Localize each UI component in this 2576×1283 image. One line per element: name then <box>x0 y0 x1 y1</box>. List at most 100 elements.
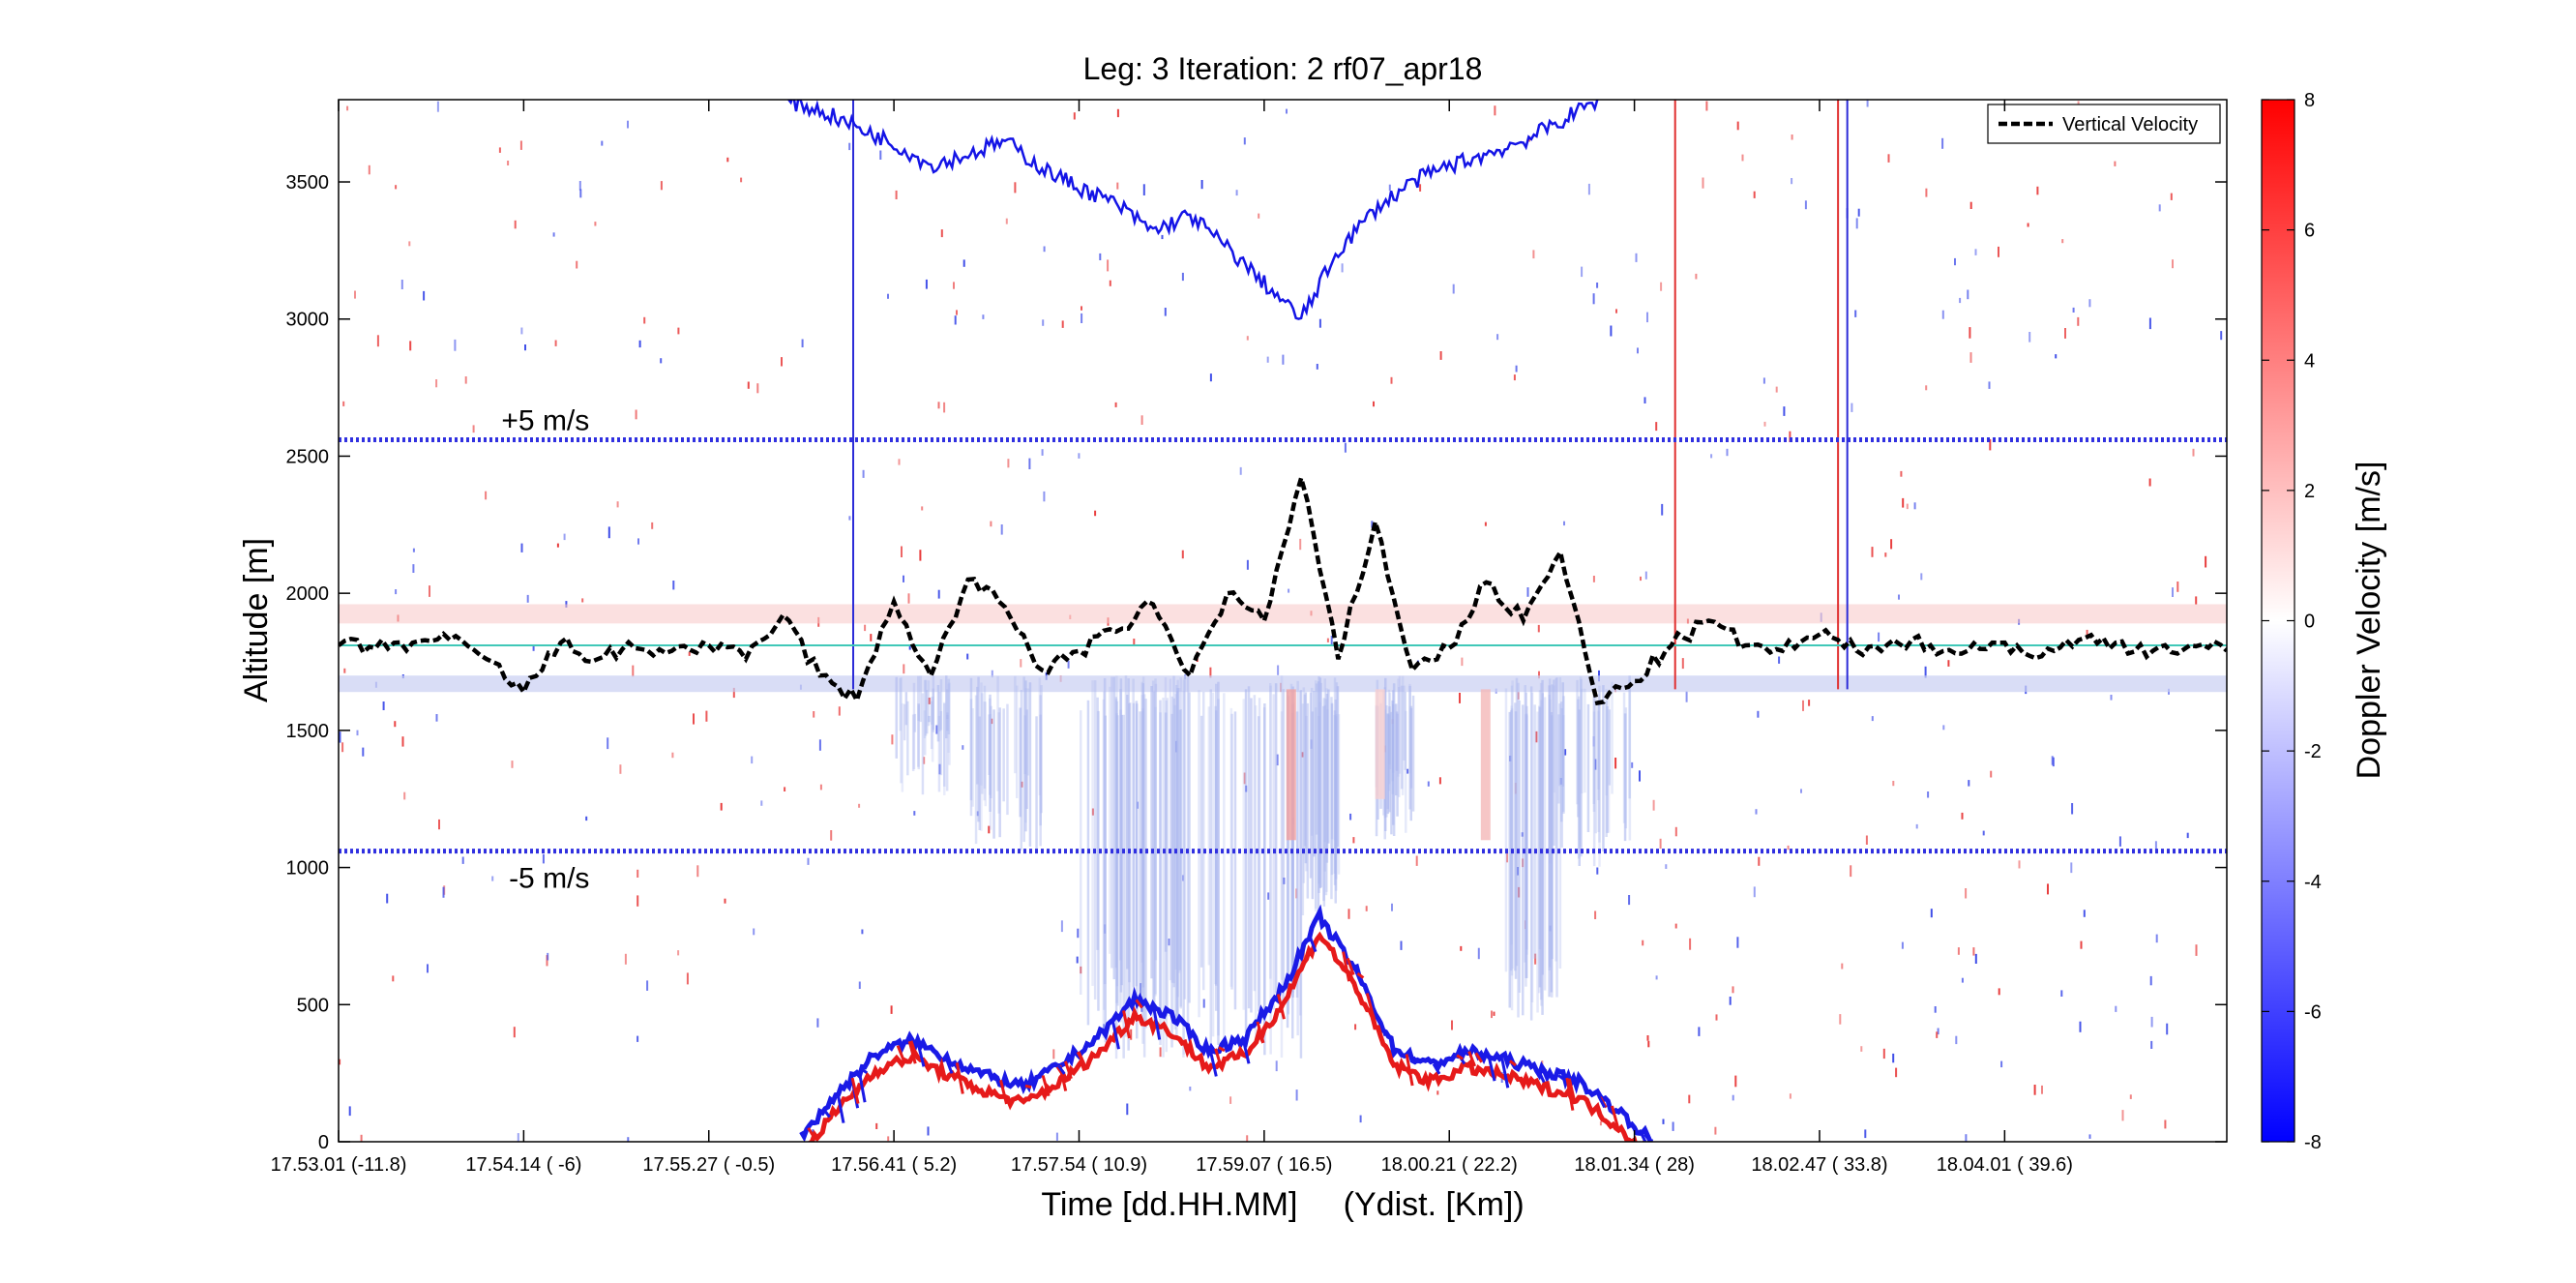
upper-reflection-band <box>339 604 2227 624</box>
noise-speck <box>547 952 549 961</box>
noise-speck <box>1965 888 1968 899</box>
fallstreak <box>1611 681 1614 794</box>
noise-speck <box>1854 310 1857 317</box>
noise-speck <box>1415 855 1418 866</box>
noise-speck <box>819 784 822 791</box>
noise-speck <box>395 589 398 595</box>
fallstreak <box>1319 682 1322 888</box>
noise-speck <box>520 543 523 552</box>
surface-echo-streak <box>857 1070 867 1103</box>
noise-speck <box>1419 184 1422 192</box>
x-tick-label: 18.01.34 ( 28) <box>1574 1154 1695 1176</box>
noise-speck <box>1714 1126 1717 1135</box>
noise-speck <box>1406 768 1409 774</box>
fallstreak <box>1543 697 1547 991</box>
fallstreak <box>1405 710 1407 833</box>
fallstreak <box>943 701 946 795</box>
fallstreak <box>988 714 991 775</box>
noise-speck <box>1990 770 1993 778</box>
noise-speck <box>1461 657 1464 667</box>
fallstreak <box>1183 677 1187 1000</box>
noise-speck <box>1936 1031 1939 1038</box>
noise-speck <box>1800 789 1802 793</box>
fallstreak <box>1538 706 1542 988</box>
fallstreak <box>1510 705 1513 945</box>
noise-speck <box>427 964 429 973</box>
noise-speck <box>1564 749 1567 756</box>
fallstreak <box>1561 682 1564 787</box>
noise-speck <box>1014 182 1017 194</box>
fallstreak <box>998 707 1001 838</box>
fallstreak <box>1558 676 1562 969</box>
fallstreak <box>984 701 987 807</box>
noise-speck <box>1275 1060 1278 1072</box>
noise-speck <box>1941 310 1944 319</box>
y-tick-label: 0 <box>318 1132 329 1153</box>
fallstreak <box>1606 706 1609 833</box>
fallstreak <box>1396 713 1399 817</box>
noise-speck <box>1758 856 1761 866</box>
colorbar: 8 6 4 2 0 -2 -4 -6 -8 Doppler Velocity [m/s] <box>2261 90 2387 1153</box>
fallstreak <box>1518 701 1522 993</box>
noise-speck <box>1783 406 1786 416</box>
noise-speck <box>1969 327 1971 339</box>
surface-echo-streak <box>1077 1051 1086 1065</box>
noise-speck <box>1513 374 1516 381</box>
fallstreak <box>923 710 927 739</box>
noise-speck <box>491 876 494 881</box>
fallstreak <box>943 702 946 787</box>
fallstreak <box>1318 677 1322 888</box>
noise-speck <box>1181 272 1184 282</box>
noise-speck <box>1841 963 1844 970</box>
noise-speck <box>2088 1134 2091 1139</box>
fallstreak <box>1302 687 1306 883</box>
fallstreak <box>1175 685 1178 1039</box>
noise-speck <box>1094 510 1097 517</box>
fallstreak <box>1114 697 1117 969</box>
fallstreak <box>977 676 980 822</box>
noise-speck <box>552 232 555 237</box>
noise-speck <box>519 140 522 150</box>
fallstreak <box>1315 683 1318 835</box>
noise-speck <box>435 714 438 722</box>
noise-speck <box>578 181 581 191</box>
noise-speck <box>1851 403 1853 412</box>
noise-speck <box>1061 320 1064 328</box>
noise-speck <box>1596 867 1599 875</box>
fallstreak <box>989 698 992 795</box>
noise-speck <box>1484 522 1487 526</box>
noise-speck <box>2052 757 2055 767</box>
noise-speck <box>1662 1119 1665 1124</box>
noise-speck <box>1631 761 1634 768</box>
fallstreak <box>1594 690 1597 834</box>
fallstreak <box>1247 686 1251 1009</box>
noise-speck <box>1915 823 1918 829</box>
x-tick-label: 18.04.01 ( 39.6) <box>1937 1154 2073 1176</box>
fallstreak <box>924 679 928 736</box>
noise-speck <box>1969 201 1972 209</box>
noise-speck <box>1371 521 1374 528</box>
fallstreak <box>990 705 992 798</box>
fallstreak <box>938 692 941 731</box>
noise-speck <box>1349 813 1352 821</box>
noise-speck <box>890 1005 893 1014</box>
colorbar-tick-label: 4 <box>2304 350 2315 372</box>
noise-speck <box>1688 1094 1691 1104</box>
fallstreak <box>1150 686 1153 979</box>
noise-speck <box>1961 812 1964 820</box>
noise-speck <box>696 865 699 878</box>
noise-speck <box>1698 1027 1701 1036</box>
fallstreak <box>1296 680 1299 1036</box>
fallstreak <box>1124 675 1128 1037</box>
surface-echo-streak <box>1500 1059 1510 1089</box>
fallstreak <box>1388 715 1391 785</box>
noise-speck <box>2176 582 2179 592</box>
fallstreak <box>983 685 987 789</box>
noise-speck <box>2114 161 2117 166</box>
noise-speck <box>1674 826 1677 837</box>
surface-echo-streak <box>1152 1007 1162 1040</box>
noise-speck <box>962 745 964 750</box>
lower-reflection-band <box>339 675 2227 693</box>
fallstreak <box>1025 709 1028 809</box>
fallstreak <box>1509 710 1513 971</box>
